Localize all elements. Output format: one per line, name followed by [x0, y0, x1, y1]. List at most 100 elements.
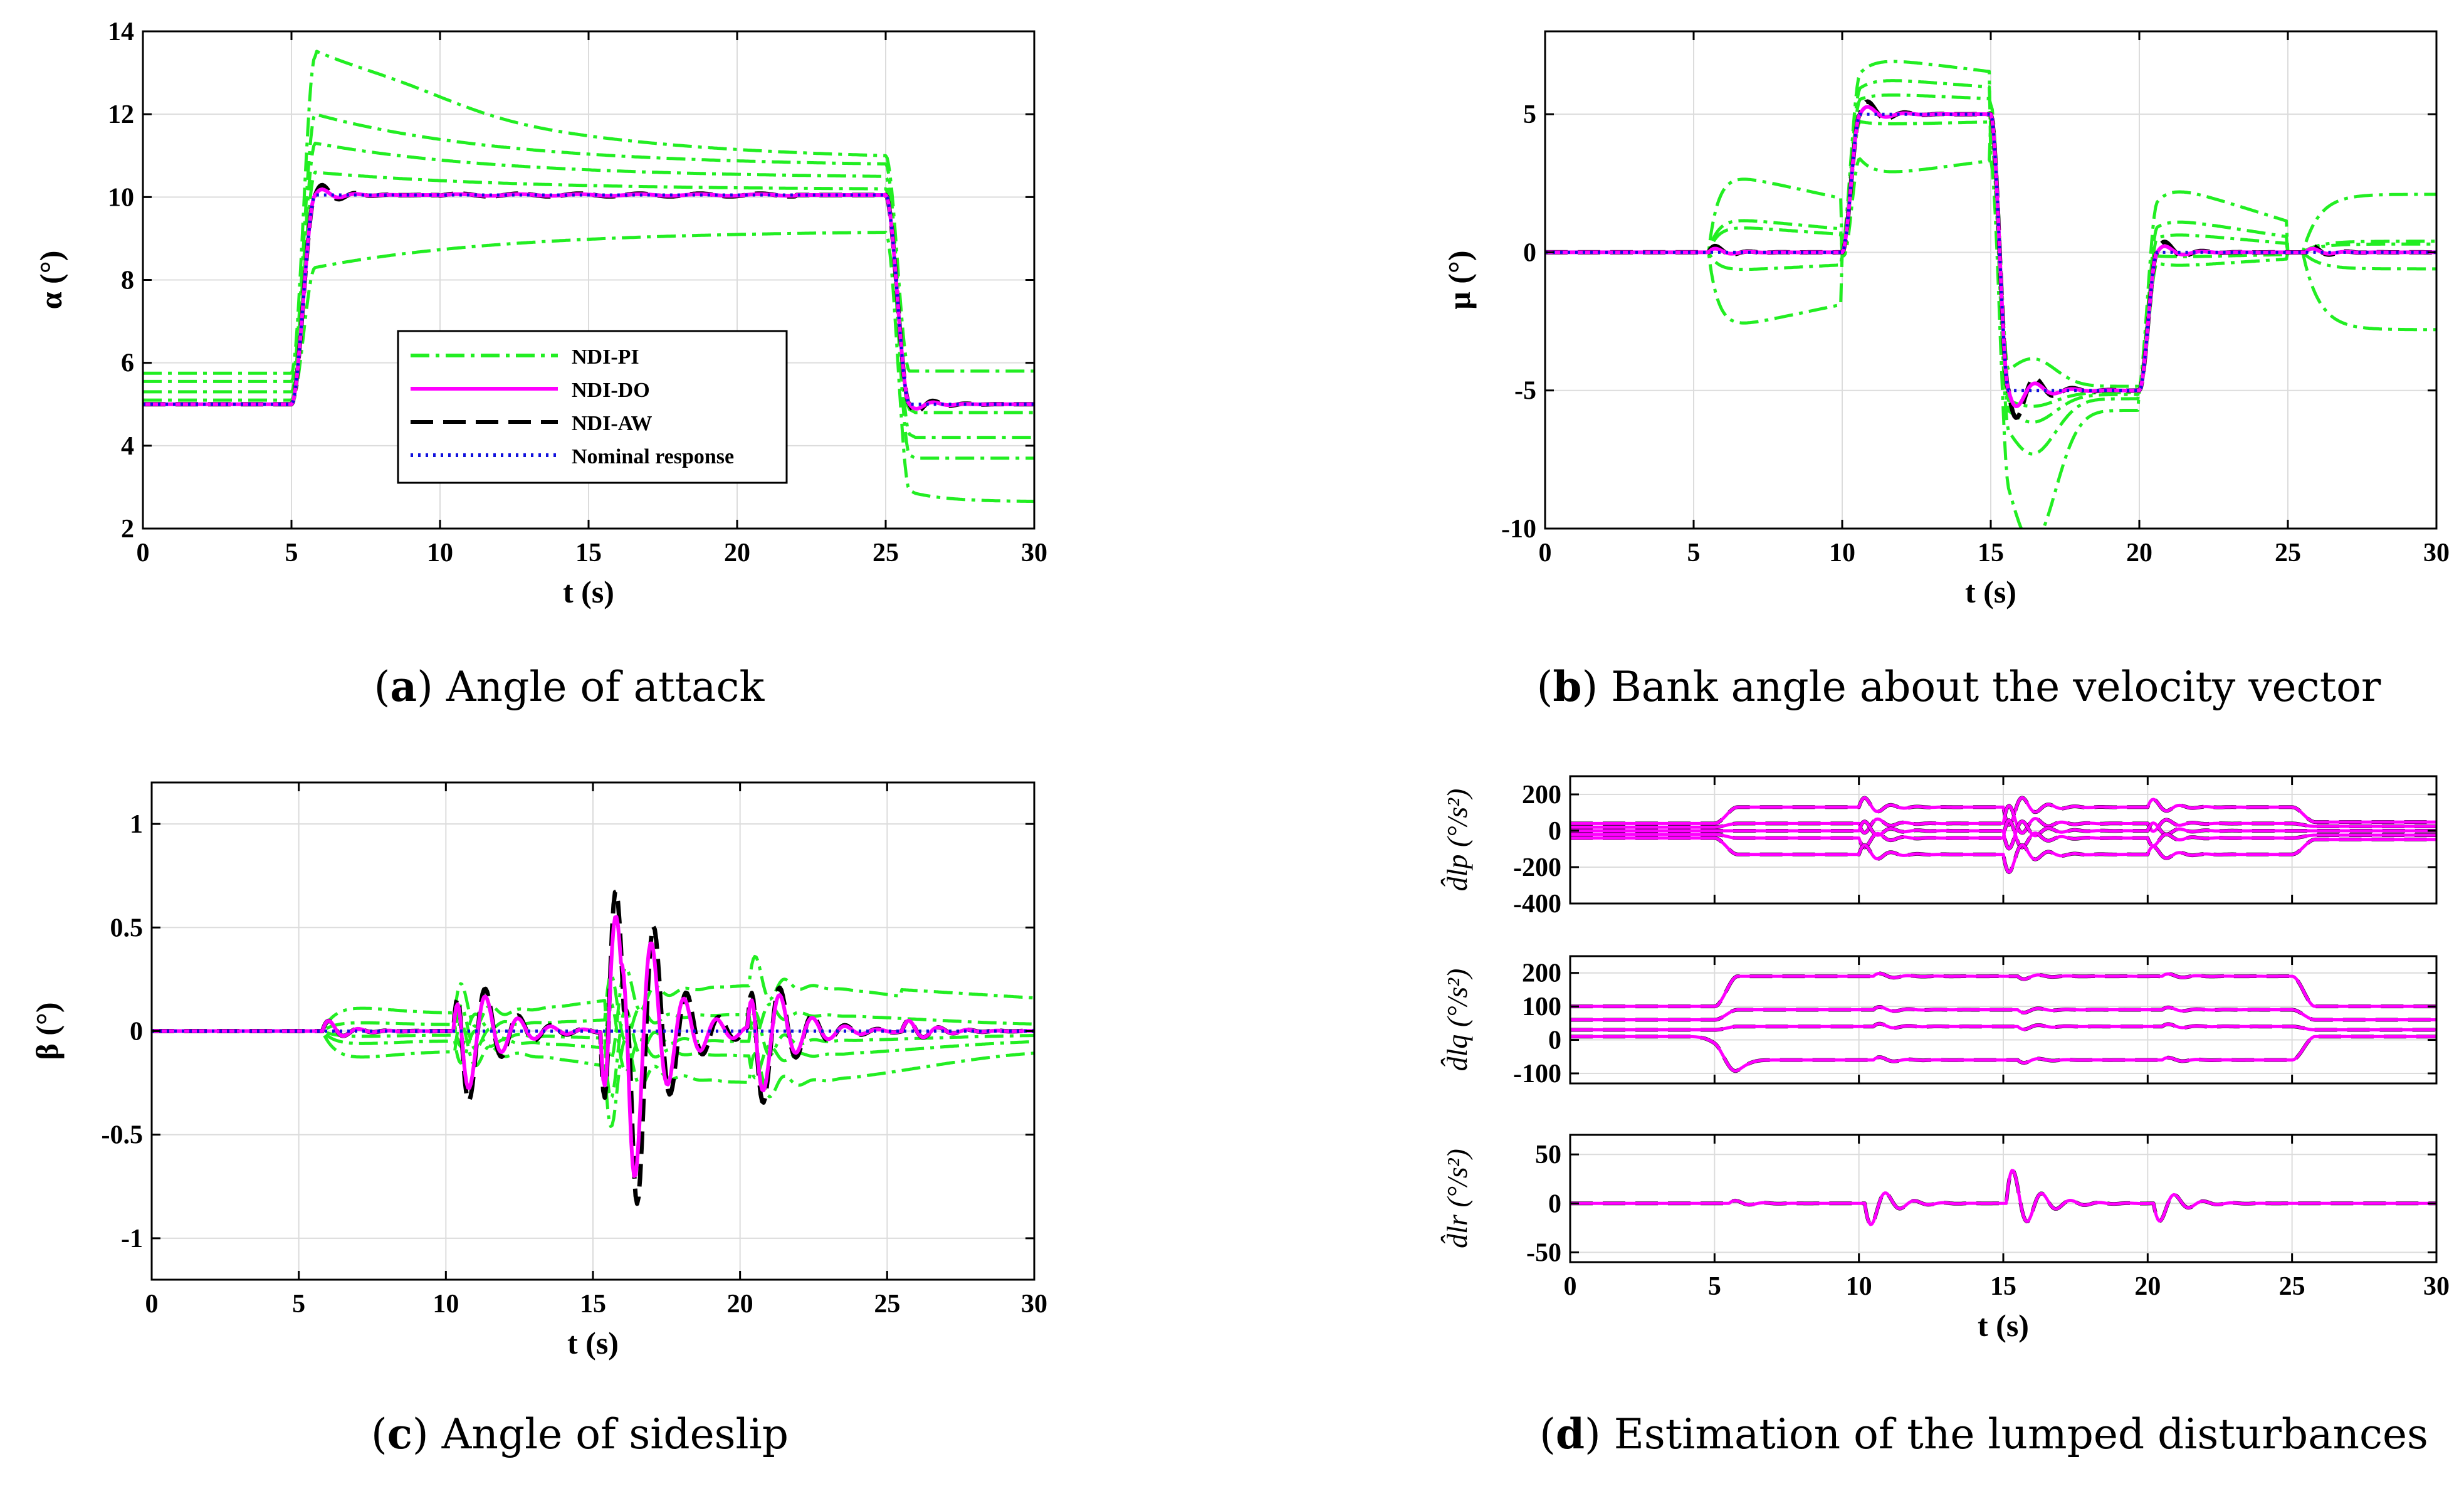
x-axis-label: t (s) [563, 574, 614, 609]
y-tick-label: 1 [130, 810, 143, 839]
x-tick-label: 15 [580, 1290, 606, 1319]
x-tick-label: 10 [1846, 1272, 1872, 1301]
x-tick-label: 20 [2126, 539, 2152, 567]
legend: NDI-PI NDI-DO NDI-AW Nominal response [397, 330, 788, 484]
y-tick-label: -10 [1501, 515, 1536, 544]
y-tick-label: -0.5 [102, 1121, 144, 1150]
x-tick-label: 0 [1539, 539, 1552, 567]
y-tick-label: 0 [1548, 1026, 1561, 1055]
x-tick-label: 10 [433, 1290, 459, 1319]
legend-label-ndi-do: NDI-DO [572, 379, 650, 402]
x-tick-label: 0 [1564, 1272, 1577, 1301]
y-tick-label: -400 [1513, 890, 1561, 919]
x-tick-label: 25 [2279, 1272, 2305, 1301]
x-tick-label: 5 [1687, 539, 1701, 567]
y-tick-label: 0 [1548, 817, 1561, 846]
y-tick-label: 6 [121, 349, 134, 378]
x-tick-label: 30 [2423, 539, 2450, 567]
x-tick-label: 5 [285, 539, 298, 567]
x-tick-label: 25 [2275, 539, 2301, 567]
y-tick-label: 0 [1523, 238, 1536, 267]
caption-b-text: Bank angle about the velocity vector [1611, 663, 2381, 711]
x-tick-label: 5 [1708, 1272, 1721, 1301]
y-tick-label: 200 [1522, 781, 1561, 809]
caption-c-text: Angle of sideslip [441, 1410, 789, 1458]
caption-c: (c) Angle of sideslip [371, 1409, 789, 1458]
x-axis-label: t (s) [1978, 1308, 2029, 1343]
y-tick-label: -100 [1513, 1060, 1561, 1088]
panel-b-bank-angle: 0 5 10 15 20 25 30 -10 -5 0 5 t (s) μ (°) [1442, 30, 2450, 609]
series-layer [1570, 1168, 2436, 1226]
y-tick-label: 50 [1535, 1140, 1561, 1169]
series-ndi-do-2 [1570, 1005, 2436, 1021]
series-ndi-pi-3 [143, 141, 1034, 440]
y-axis-label: μ (°) [1442, 250, 1477, 309]
y-tick-label: -200 [1513, 853, 1561, 882]
y-tick-label: 0 [130, 1018, 143, 1046]
panel-c-sideslip: 0 5 10 15 20 25 30 -1 -0.5 0 0.5 1 t (s) β (°) [29, 781, 1047, 1361]
series-ndi-do-1 [1570, 1169, 2436, 1226]
y-tick-label: 2 [121, 515, 134, 544]
x-axis-label: t (s) [1965, 574, 2016, 609]
y-tick-label: 14 [108, 18, 134, 46]
caption-d-tag: d [1556, 1409, 1585, 1458]
x-tick-label: 15 [1990, 1272, 2016, 1301]
caption-a-text: Angle of attack [446, 663, 765, 711]
y-axis-label: d̂lr (°/s²) [1441, 1149, 1473, 1248]
series-ndi-do [1545, 105, 2436, 409]
y-tick-label: -5 [1514, 377, 1536, 406]
series-ndi-do-5 [1570, 836, 2436, 874]
series-ndi-do [152, 915, 1034, 1178]
caption-a: (a) Angle of attack [374, 662, 765, 711]
x-tick-label: 20 [724, 539, 750, 567]
y-tick-label: 100 [1522, 993, 1561, 1021]
y-tick-label: 0 [1548, 1189, 1561, 1218]
legend-label-nominal: Nominal response [572, 445, 734, 468]
x-tick-label: 10 [427, 539, 453, 567]
x-tick-label: 0 [145, 1290, 159, 1319]
y-axis-label: d̂lq (°/s²) [1441, 969, 1473, 1072]
legend-label-ndi-pi: NDI-PI [572, 345, 639, 369]
panel-d-dlq: -100 0 100 200 d̂lq (°/s²) [1441, 955, 2438, 1088]
series-ndi-do-2 [1570, 804, 2436, 835]
y-tick-label: -50 [1526, 1238, 1561, 1267]
series-ndi-do-1 [1570, 972, 2436, 1008]
series-layer [1545, 60, 2436, 529]
x-axis-label: t (s) [567, 1325, 619, 1361]
x-tick-label: 25 [873, 539, 899, 567]
x-tick-label: 0 [137, 539, 150, 567]
y-tick-label: 200 [1522, 959, 1561, 988]
y-tick-label: 8 [121, 266, 134, 295]
y-tick-label: 5 [1523, 100, 1536, 129]
x-tick-label: 15 [575, 539, 602, 567]
y-tick-label: 12 [108, 100, 134, 129]
panel-a-angle-of-attack: 0 5 10 15 20 25 30 2 4 6 8 10 12 14 t (s) α (°) [33, 18, 1047, 609]
series-nominal [143, 193, 1034, 406]
caption-c-tag: c [387, 1409, 412, 1458]
x-tick-label: 5 [292, 1290, 305, 1319]
y-axis-label: β (°) [29, 1002, 65, 1060]
x-tick-label: 30 [1021, 539, 1047, 567]
series-ndi-do-3 [1570, 1022, 2436, 1031]
series-ndi-pi-1 [143, 50, 1034, 375]
x-tick-label: 30 [1021, 1290, 1047, 1319]
series-ndi-do-4 [1570, 818, 2436, 850]
y-tick-label: 4 [121, 432, 134, 461]
x-tick-label: 10 [1829, 539, 1855, 567]
x-tick-label: 25 [874, 1290, 900, 1319]
y-tick-label: 0.5 [110, 914, 144, 942]
series-layer [1570, 796, 2436, 875]
legend-label-ndi-aw: NDI-AW [572, 412, 652, 435]
caption-d-text: Estimation of the lumped disturbances [1614, 1410, 2428, 1458]
x-tick-label: 20 [2134, 1272, 2161, 1301]
series-ndi-do-4 [1570, 1035, 2436, 1073]
series-layer [143, 50, 1034, 503]
caption-a-tag: a [390, 662, 417, 711]
series-ndi-do-1 [1570, 796, 2436, 827]
caption-b-tag: b [1553, 662, 1581, 711]
y-axis-label: α (°) [33, 251, 68, 310]
series-layer [152, 889, 1034, 1206]
y-tick-label: -1 [121, 1225, 143, 1253]
